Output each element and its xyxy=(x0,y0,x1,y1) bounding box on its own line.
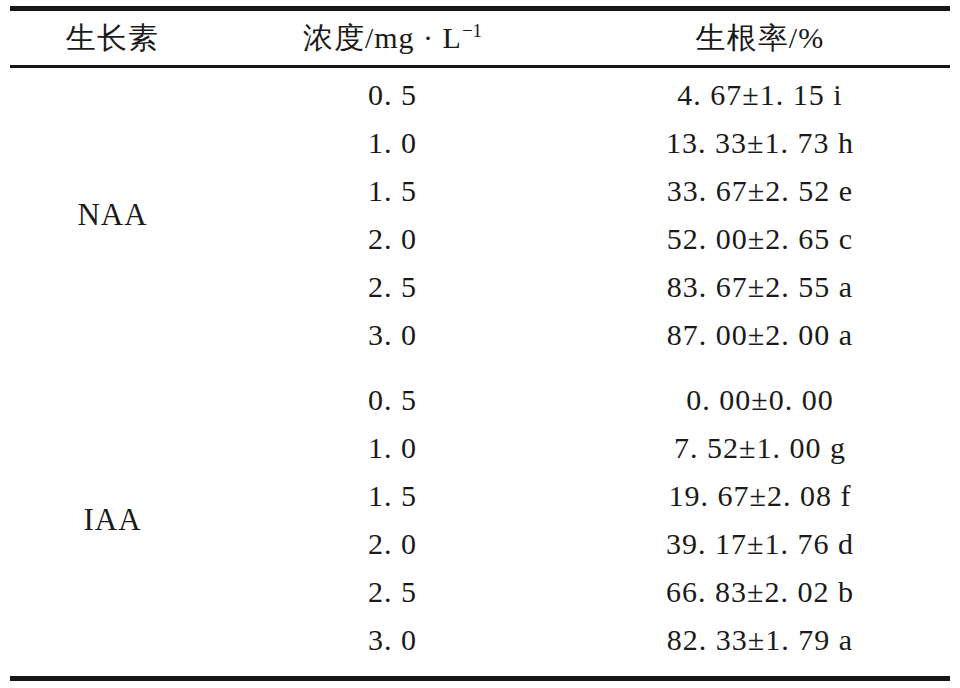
rooting-rate-cell: 82. 33±1. 79 a xyxy=(570,623,950,657)
header-auxin: 生长素 xyxy=(10,18,215,59)
rooting-rate-table: 生长素 浓度/mg · L−1 生根率/% NAA 0. 5 4. 67±1. … xyxy=(10,6,950,681)
concentration-cell: 2. 5 xyxy=(215,575,570,609)
rooting-rate-cell: 66. 83±2. 02 b xyxy=(570,575,950,609)
header-concentration-text: 浓度/mg · L xyxy=(303,21,462,54)
rooting-rate-cell: 33. 67±2. 52 e xyxy=(570,174,950,208)
header-concentration: 浓度/mg · L−1 xyxy=(215,18,570,59)
header-concentration-exponent: −1 xyxy=(462,20,482,41)
group-naa: NAA 0. 5 4. 67±1. 15 i 1. 0 13. 33±1. 73… xyxy=(10,71,950,359)
rooting-rate-cell: 19. 67±2. 08 f xyxy=(570,479,950,513)
rooting-rate-cell: 4. 67±1. 15 i xyxy=(570,78,950,112)
concentration-cell: 1. 0 xyxy=(215,126,570,160)
concentration-cell: 2. 5 xyxy=(215,270,570,304)
auxin-name-cell: IAA xyxy=(10,502,215,538)
page: 生长素 浓度/mg · L−1 生根率/% NAA 0. 5 4. 67±1. … xyxy=(0,0,960,688)
concentration-cell: 2. 0 xyxy=(215,527,570,561)
concentration-cell: 3. 0 xyxy=(215,318,570,352)
rooting-rate-cell: 83. 67±2. 55 a xyxy=(570,270,950,304)
concentration-cell: 1. 5 xyxy=(215,174,570,208)
group-iaa: IAA 0. 5 0. 00±0. 00 1. 0 7. 52±1. 00 g … xyxy=(10,376,950,664)
table-header-row: 生长素 浓度/mg · L−1 生根率/% xyxy=(10,11,950,68)
rooting-rate-cell: 39. 17±1. 76 d xyxy=(570,527,950,561)
concentration-cell: 0. 5 xyxy=(215,78,570,112)
rooting-rate-cell: 13. 33±1. 73 h xyxy=(570,126,950,160)
concentration-cell: 0. 5 xyxy=(215,383,570,417)
rooting-rate-cell: 52. 00±2. 65 c xyxy=(570,222,950,256)
concentration-cell: 1. 5 xyxy=(215,479,570,513)
concentration-cell: 3. 0 xyxy=(215,623,570,657)
rooting-rate-cell: 7. 52±1. 00 g xyxy=(570,431,950,465)
rooting-rate-cell: 87. 00±2. 00 a xyxy=(570,318,950,352)
rooting-rate-cell: 0. 00±0. 00 xyxy=(570,383,950,417)
table-body: NAA 0. 5 4. 67±1. 15 i 1. 0 13. 33±1. 73… xyxy=(10,68,950,676)
concentration-cell: 2. 0 xyxy=(215,222,570,256)
header-rooting-rate: 生根率/% xyxy=(570,18,950,59)
auxin-name-cell: NAA xyxy=(10,197,215,233)
concentration-cell: 1. 0 xyxy=(215,431,570,465)
